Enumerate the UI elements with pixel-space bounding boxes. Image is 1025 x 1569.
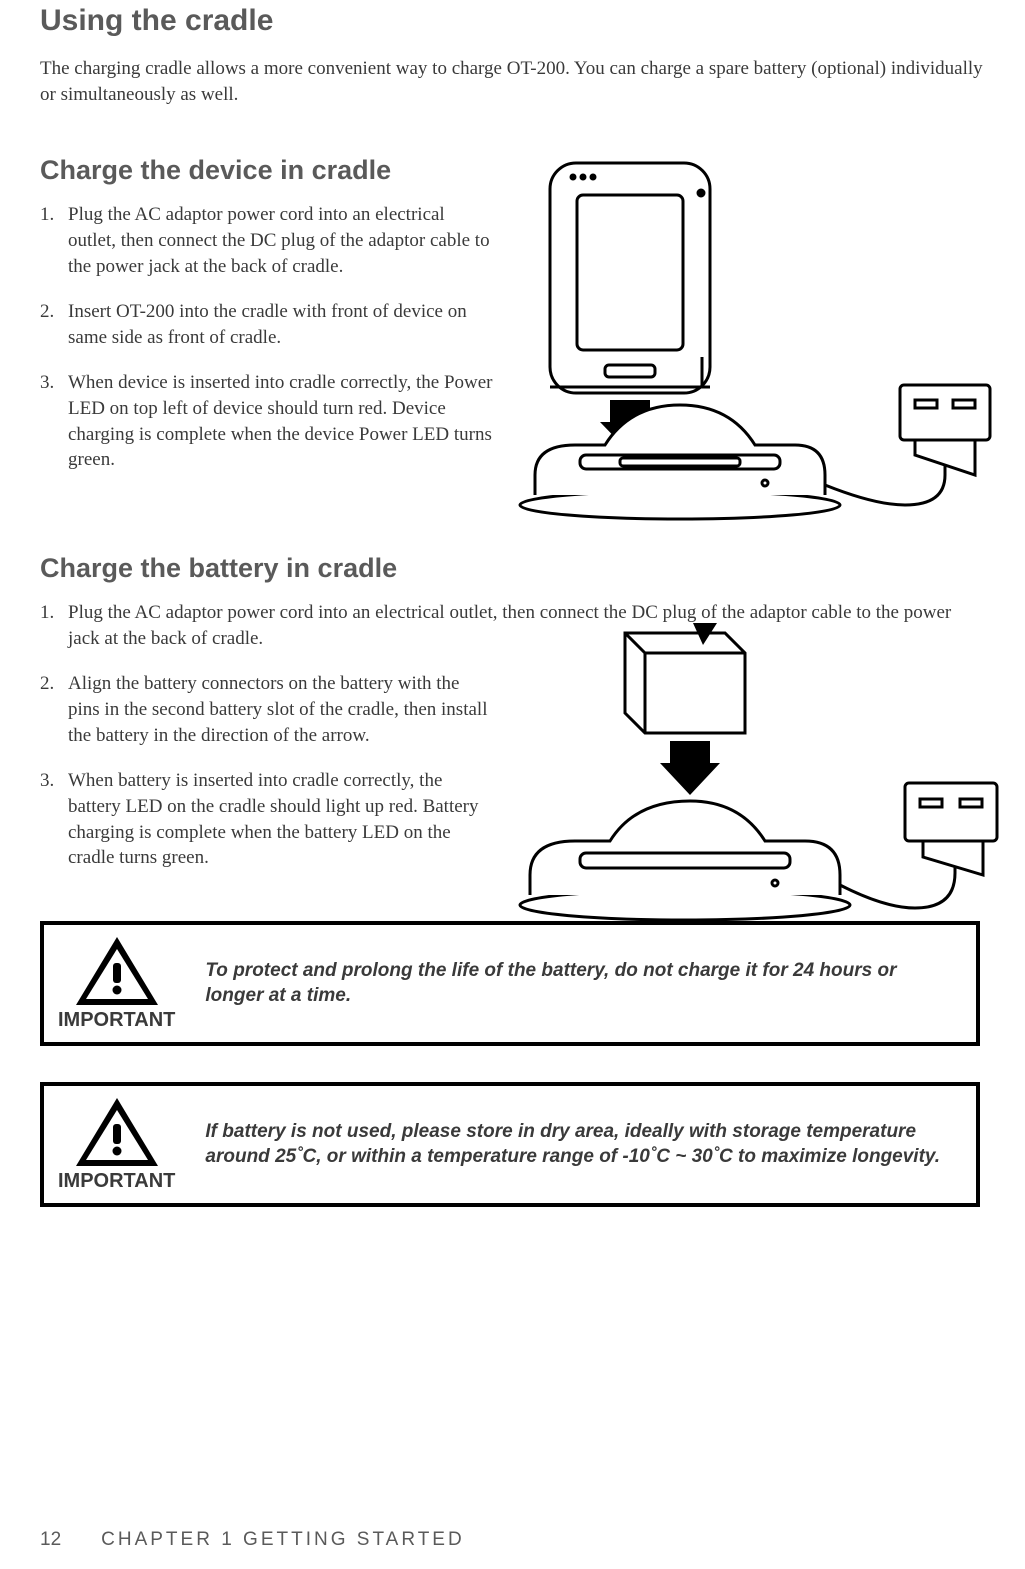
step-item: 1.Plug the AC adaptor power cord into an…	[40, 600, 980, 651]
step-text: Plug the AC adaptor power cord into an e…	[68, 204, 490, 276]
section2-steps: 1.Plug the AC adaptor power cord into an…	[40, 600, 985, 871]
step-item: 2.Align the battery connectors on the ba…	[40, 671, 495, 748]
step-item: 2.Insert OT-200 into the cradle with fro…	[40, 299, 495, 350]
step-text: When device is inserted into cradle corr…	[68, 372, 493, 470]
section2-heading: Charge the battery in cradle	[40, 553, 985, 584]
step-item: 1.Plug the AC adaptor power cord into an…	[40, 202, 495, 279]
page-title: Using the cradle	[40, 4, 985, 38]
section1-heading: Charge the device in cradle	[40, 155, 985, 186]
step-text: Align the battery connectors on the batt…	[68, 673, 487, 745]
intro-paragraph: The charging cradle allows a more conven…	[40, 56, 985, 107]
important-callout: IMPORTANT If battery is not used, please…	[40, 1082, 980, 1207]
section-charge-battery: Charge the battery in cradle 1.Plug the …	[40, 553, 985, 871]
step-text: When battery is inserted into cradle cor…	[68, 770, 479, 868]
callout-text: If battery is not used, please store in …	[205, 1119, 958, 1170]
warning-icon: IMPORTANT	[58, 935, 175, 1032]
callout-label: IMPORTANT	[58, 1170, 175, 1193]
step-item: 3.When device is inserted into cradle co…	[40, 370, 495, 473]
section1-steps: 1.Plug the AC adaptor power cord into an…	[40, 202, 985, 473]
callout-label: IMPORTANT	[58, 1009, 175, 1032]
callout-text: To protect and prolong the life of the b…	[205, 958, 958, 1009]
warning-icon: IMPORTANT	[58, 1096, 175, 1193]
chapter-label: CHAPTER 1 GETTING STARTED	[101, 1529, 465, 1550]
page-number: 12	[40, 1529, 61, 1550]
page-footer: 12 CHAPTER 1 GETTING STARTED	[40, 1529, 465, 1551]
step-item: 3.When battery is inserted into cradle c…	[40, 768, 495, 871]
section-charge-device: Charge the device in cradle 1.Plug the A…	[40, 155, 985, 473]
step-text: Insert OT-200 into the cradle with front…	[68, 301, 467, 348]
important-callout: IMPORTANT To protect and prolong the lif…	[40, 921, 980, 1046]
step-text: Plug the AC adaptor power cord into an e…	[68, 602, 951, 649]
